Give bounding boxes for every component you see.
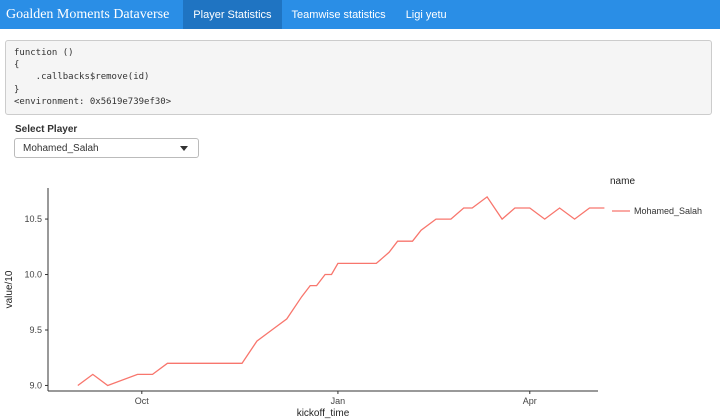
y-tick-label: 10.5	[24, 214, 42, 224]
x-tick-label: Oct	[135, 396, 150, 406]
code-line: <environment: 0x5619e739ef30>	[14, 96, 172, 107]
y-axis-title: value/10	[4, 270, 15, 308]
code-line: }	[14, 84, 20, 95]
tab-player-statistics[interactable]: Player Statistics	[183, 0, 282, 29]
code-line: function ()	[14, 48, 74, 58]
y-tick-label: 9.5	[29, 325, 42, 335]
code-line: {	[14, 60, 20, 71]
tab-ligi-yetu[interactable]: Ligi yetu	[405, 8, 447, 21]
code-line: .callbacks$remove(id)	[14, 72, 150, 83]
player-line-chart: 9.0 9.5 10.0 10.5 Oct Jan Apr kickoff_time value…	[4, 176, 702, 419]
series-line-Mohamed_Salah	[77, 195, 605, 387]
select-player-label: Select Player	[15, 124, 78, 135]
legend-label: Mohamed_Salah	[634, 206, 702, 216]
navbar: Goalden Moments Dataverse Player Statist…	[0, 0, 720, 29]
legend-title: name	[610, 176, 635, 187]
y-tick-label: 9.0	[29, 380, 42, 390]
tab-teamwise-statistics[interactable]: Teamwise statistics	[291, 8, 386, 21]
x-tick-label: Jan	[331, 396, 346, 406]
y-tick-label: 10.0	[24, 270, 42, 280]
player-select-value: Mohamed_Salah	[23, 142, 99, 154]
x-axis-title: kickoff_time	[297, 408, 350, 419]
chevron-down-icon[interactable]	[180, 146, 188, 151]
x-tick-label: Apr	[523, 396, 537, 406]
app-title[interactable]: Goalden Moments Dataverse	[6, 6, 170, 22]
code-output-block: function () { .callbacks$remove(id)} <envi…	[5, 40, 712, 115]
player-select[interactable]: Mohamed_Salah	[14, 138, 199, 158]
